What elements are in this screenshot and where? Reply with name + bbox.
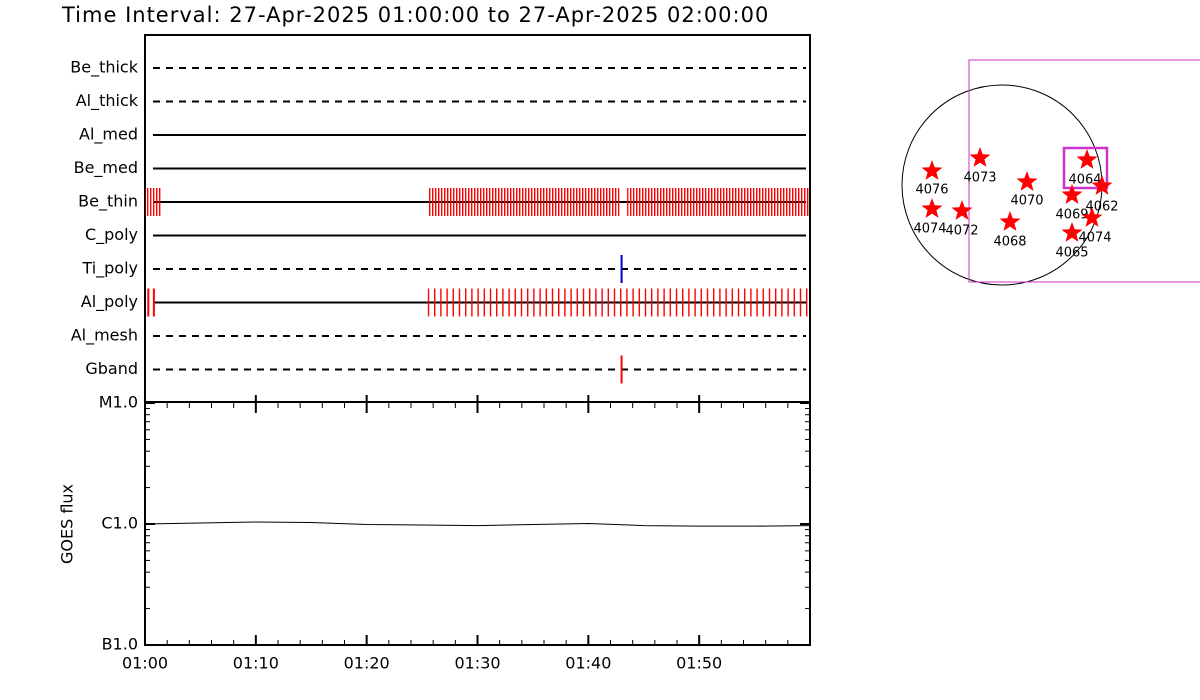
filter-label: Gband (85, 359, 138, 378)
region-label: 4073 (963, 171, 996, 186)
x-tick-label: 01:30 (454, 654, 500, 673)
filter-label: Al_poly (81, 292, 138, 312)
filter-label: Al_mesh (71, 326, 138, 346)
region-label: 4068 (993, 235, 1026, 250)
chart-title: Time Interval: 27-Apr-2025 01:00:00 to 2… (61, 3, 769, 27)
region-star (969, 147, 991, 167)
region-star (951, 200, 973, 220)
exposure-interval (427, 188, 620, 216)
region-star (1061, 184, 1083, 204)
region-label: 4070 (1010, 194, 1043, 209)
filter-label: Be_thick (70, 58, 138, 78)
goes-frame (144, 401, 811, 646)
region-label: 4074 (913, 222, 946, 237)
exposure-interval (627, 188, 810, 216)
region-label: 4069 (1055, 208, 1088, 223)
x-tick-label: 01:40 (565, 654, 611, 673)
region-label: 4076 (915, 183, 948, 198)
region-star (921, 198, 943, 218)
x-tick-label: 01:00 (122, 654, 168, 673)
region-label: 4072 (945, 224, 978, 239)
filter-label: Be_med (74, 158, 138, 178)
exposure-interval (145, 188, 162, 216)
field-of-view (968, 59, 1200, 283)
region-star (1081, 207, 1103, 227)
y-tick-label: B1.0 (102, 635, 138, 654)
filter-label: Be_thin (78, 192, 138, 212)
filter-label: Ti_poly (81, 259, 138, 279)
region-star (1016, 171, 1038, 191)
region-label: 4065 (1055, 246, 1088, 261)
region-star (921, 160, 943, 180)
region-star (999, 211, 1021, 231)
y-tick-label: M1.0 (99, 393, 138, 412)
x-tick-label: 01:20 (344, 654, 390, 673)
timeline-frame (144, 34, 811, 403)
x-tick-label: 01:50 (676, 654, 722, 673)
goes-line (144, 521, 811, 527)
region-star (1091, 175, 1113, 195)
target-box (1062, 146, 1109, 190)
region-star (1061, 222, 1083, 242)
region-label: 4074 (1078, 231, 1111, 246)
filter-label: Al_med (79, 125, 138, 145)
filter-label: Al_thick (76, 91, 139, 111)
x-tick-label: 01:10 (233, 654, 279, 673)
filter-label: C_poly (85, 225, 138, 245)
region-star (1076, 149, 1098, 169)
y-tick-label: C1.0 (101, 514, 138, 533)
region-label: 4062 (1085, 200, 1118, 215)
exposure-interval (427, 288, 810, 317)
y-axis-label: GOES flux (58, 484, 77, 564)
